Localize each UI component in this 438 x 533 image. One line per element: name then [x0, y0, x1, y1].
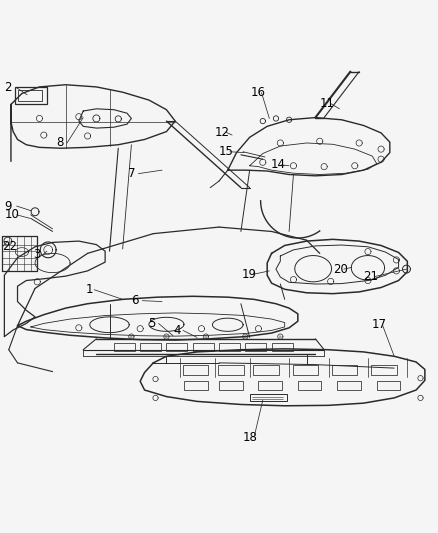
Bar	[250, 393, 287, 401]
Bar	[114, 343, 135, 351]
Bar	[15, 87, 47, 104]
Text: 15: 15	[219, 146, 234, 158]
Bar	[140, 343, 161, 351]
Bar	[337, 381, 361, 390]
Bar	[219, 343, 240, 351]
Text: 4: 4	[173, 324, 180, 337]
Bar	[18, 90, 42, 101]
Bar	[332, 365, 357, 375]
Text: 3: 3	[33, 248, 40, 261]
Bar	[219, 381, 243, 390]
Text: 19: 19	[242, 268, 257, 281]
Text: 18: 18	[243, 431, 258, 444]
Bar	[184, 381, 208, 390]
Text: 9: 9	[4, 199, 12, 213]
Text: 12: 12	[215, 126, 230, 139]
Text: 2: 2	[4, 82, 12, 94]
Bar	[166, 343, 187, 351]
Bar	[253, 365, 279, 375]
Bar	[298, 381, 321, 390]
Bar	[193, 343, 214, 351]
Bar	[293, 365, 318, 375]
Bar	[377, 381, 400, 390]
Text: 1: 1	[85, 283, 93, 296]
Text: 10: 10	[4, 208, 19, 221]
Text: 6: 6	[131, 294, 139, 307]
Text: 7: 7	[128, 167, 135, 180]
Text: 5: 5	[148, 317, 155, 330]
Bar	[258, 381, 282, 390]
Bar	[218, 365, 244, 375]
Text: 17: 17	[371, 318, 386, 331]
Text: 8: 8	[56, 136, 64, 149]
Text: 14: 14	[271, 158, 286, 172]
Text: 11: 11	[320, 97, 335, 110]
Bar	[245, 343, 266, 351]
Bar	[272, 343, 293, 351]
Text: 21: 21	[364, 270, 378, 283]
Text: 16: 16	[251, 86, 265, 99]
Bar	[183, 365, 208, 375]
Text: 20: 20	[333, 263, 348, 276]
Text: 22: 22	[2, 240, 17, 253]
Bar	[371, 365, 397, 375]
